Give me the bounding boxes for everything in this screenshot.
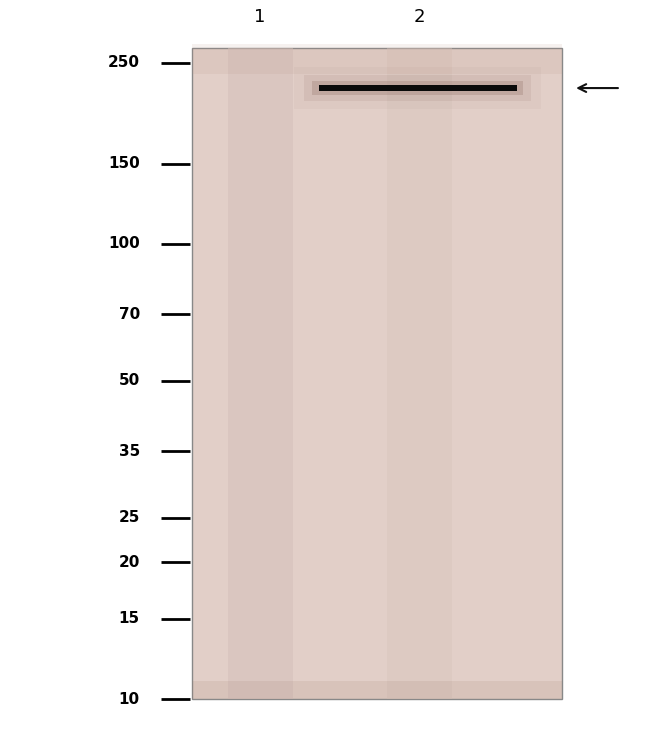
Bar: [318, 85, 517, 91]
Text: 50: 50: [118, 373, 140, 389]
Text: 250: 250: [108, 56, 140, 70]
Text: 1: 1: [254, 7, 266, 26]
Text: 70: 70: [118, 307, 140, 322]
Text: 100: 100: [108, 236, 140, 251]
Text: 15: 15: [118, 611, 140, 627]
Text: 20: 20: [118, 555, 140, 569]
Text: 10: 10: [118, 692, 140, 706]
Bar: [387, 48, 452, 699]
Bar: [294, 67, 541, 109]
Bar: [304, 75, 531, 101]
Bar: [192, 45, 562, 74]
Text: 25: 25: [118, 510, 140, 526]
Bar: [312, 81, 523, 95]
Text: 2: 2: [413, 7, 425, 26]
Bar: [192, 681, 562, 699]
Bar: [227, 48, 292, 699]
Bar: [192, 48, 562, 699]
Text: 35: 35: [118, 444, 140, 459]
Text: 150: 150: [108, 156, 140, 171]
